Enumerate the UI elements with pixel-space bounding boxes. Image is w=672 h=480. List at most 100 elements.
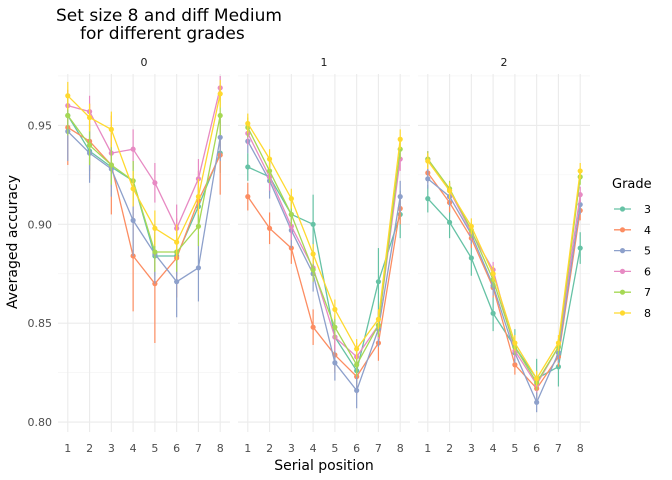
legend: Grade 3 4 5 6 7 8 [612, 177, 652, 320]
data-point [108, 126, 114, 132]
series-4 [245, 182, 403, 395]
x-tick-label: 1 [424, 442, 431, 455]
series-8 [425, 153, 583, 387]
panels-layer: 0 1 2 3 4 5 6 7 8 1 1 2 3 4 5 6 7 8 2 1 2 3 4 5 6 7 8 0.80 0.85 0.90 0… [28, 56, 590, 455]
data-point [425, 158, 431, 164]
data-point [174, 239, 180, 245]
data-point [512, 362, 518, 368]
series-line [247, 127, 401, 367]
x-tick-label: 6 [173, 442, 180, 455]
x-tick-label: 8 [217, 442, 224, 455]
data-point [425, 176, 431, 182]
x-tick-label: 3 [288, 442, 295, 455]
chart-title-line-1: Set size 8 and diff Medium [56, 6, 282, 26]
series-line [67, 115, 221, 257]
data-point [468, 223, 474, 229]
series-line [427, 198, 581, 380]
data-point [354, 387, 360, 394]
panel-2: 2 1 2 3 4 5 6 7 8 [418, 56, 590, 455]
data-point [534, 375, 540, 382]
x-tick-label: 6 [353, 442, 360, 455]
data-point [245, 194, 251, 200]
series-3 [65, 95, 223, 276]
series-line [247, 196, 401, 378]
data-point [195, 265, 202, 271]
data-point [534, 399, 540, 405]
x-tick-label: 6 [533, 442, 540, 455]
legend-swatch [619, 289, 626, 295]
legend-item-5: 5 [614, 245, 651, 258]
legend-label: 8 [644, 307, 651, 320]
data-point [152, 249, 158, 255]
series-line [67, 115, 221, 253]
y-tick-label: 0.95 [28, 119, 53, 132]
x-tick-label: 7 [375, 442, 382, 455]
series-8 [65, 79, 223, 260]
data-point [152, 225, 158, 231]
data-point [375, 279, 382, 285]
data-point [446, 188, 453, 194]
data-point [288, 211, 294, 218]
data-point [332, 324, 338, 330]
series-line [67, 130, 221, 283]
legend-swatch [619, 206, 626, 212]
legend-item-6: 6 [614, 265, 651, 278]
y-tick-label: 0.90 [28, 218, 53, 231]
data-point [468, 255, 474, 261]
x-tick-label: 7 [195, 442, 202, 455]
chart-title-line-2: for different grades [80, 24, 245, 44]
data-point [217, 91, 223, 97]
series-line [247, 123, 401, 351]
x-tick-label: 3 [108, 442, 115, 455]
data-point [555, 340, 562, 346]
x-tick-label: 4 [310, 442, 317, 455]
series-7 [65, 95, 223, 272]
data-point [512, 340, 518, 346]
series-8 [245, 113, 403, 359]
legend-swatch [619, 248, 626, 254]
series-3 [245, 153, 403, 391]
data-point [332, 306, 338, 312]
data-point [86, 142, 93, 148]
legend-title: Grade [612, 177, 652, 192]
series-line [67, 126, 221, 285]
data-point [425, 196, 431, 202]
data-point [332, 360, 338, 366]
legend-item-8: 8 [614, 307, 651, 320]
data-point [288, 196, 294, 202]
legend-swatch [619, 310, 626, 316]
data-point [65, 112, 71, 119]
data-point [266, 225, 273, 231]
legend-label: 5 [644, 245, 651, 258]
x-tick-label: 3 [468, 442, 475, 455]
legend-item-4: 4 [614, 224, 651, 237]
legend-item-3: 3 [614, 203, 651, 216]
data-point [310, 267, 316, 273]
data-point [217, 134, 223, 140]
x-tick-label: 5 [331, 442, 338, 455]
data-point [490, 310, 496, 316]
data-point [354, 362, 360, 368]
x-tick-label: 4 [130, 442, 137, 455]
x-axis-title: Serial position [274, 458, 374, 474]
data-point [266, 168, 273, 174]
legend-label: 7 [644, 286, 651, 299]
x-tick-label: 1 [244, 442, 251, 455]
x-tick-label: 1 [64, 442, 71, 455]
series-line [67, 87, 221, 230]
data-point [354, 346, 360, 352]
data-point [490, 271, 496, 277]
series-line [67, 93, 221, 244]
x-tick-label: 2 [446, 442, 453, 455]
data-point [86, 114, 93, 121]
y-tick-label: 0.85 [28, 317, 53, 330]
x-tick-label: 7 [555, 442, 562, 455]
series-line [427, 160, 581, 380]
data-point [174, 279, 180, 285]
facet-label-0: 0 [141, 56, 148, 69]
x-tick-label: 2 [266, 442, 273, 455]
data-point [130, 217, 136, 223]
data-point [195, 194, 202, 200]
data-point [310, 221, 316, 227]
